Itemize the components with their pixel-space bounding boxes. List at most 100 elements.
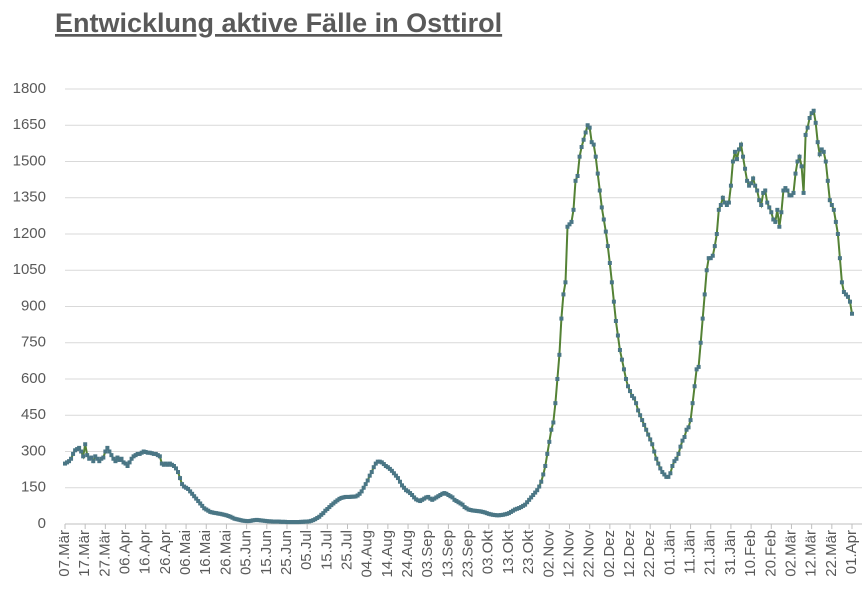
marker xyxy=(456,500,461,505)
marker xyxy=(601,217,606,222)
marker xyxy=(210,510,215,515)
marker xyxy=(811,108,816,113)
marker xyxy=(500,512,505,517)
marker xyxy=(488,512,493,517)
marker xyxy=(557,352,562,357)
marker xyxy=(819,147,824,152)
marker xyxy=(420,497,425,502)
marker xyxy=(722,200,727,205)
marker xyxy=(224,513,229,518)
marker xyxy=(531,493,536,497)
x-tick-label: 12.Dez xyxy=(621,530,638,578)
marker xyxy=(652,449,657,454)
marker xyxy=(831,207,836,212)
marker xyxy=(307,519,312,524)
marker xyxy=(293,520,298,525)
y-tick-label: 150 xyxy=(21,479,46,496)
marker xyxy=(99,456,104,461)
marker xyxy=(551,420,556,425)
marker xyxy=(123,461,128,466)
marker xyxy=(589,140,594,145)
marker xyxy=(486,511,491,516)
marker xyxy=(765,200,770,205)
marker xyxy=(389,468,394,473)
marker xyxy=(674,456,679,461)
marker xyxy=(708,256,713,261)
marker xyxy=(490,512,495,517)
marker xyxy=(206,508,211,513)
marker xyxy=(761,190,766,195)
marker xyxy=(428,496,433,501)
marker xyxy=(448,494,453,499)
marker xyxy=(724,203,729,207)
marker xyxy=(482,510,487,515)
marker xyxy=(585,123,590,128)
marker xyxy=(228,514,233,519)
marker xyxy=(480,509,485,514)
marker xyxy=(436,494,441,499)
marker xyxy=(728,183,733,188)
marker xyxy=(680,438,685,443)
marker xyxy=(97,459,102,464)
marker xyxy=(755,188,760,193)
marker xyxy=(513,507,518,512)
marker xyxy=(599,205,604,210)
marker xyxy=(414,497,419,502)
marker xyxy=(698,340,703,345)
marker xyxy=(571,207,576,212)
x-tick-label: 13.Sep xyxy=(439,530,456,578)
marker xyxy=(395,476,400,481)
marker xyxy=(591,142,596,147)
marker xyxy=(145,450,150,455)
marker xyxy=(111,456,116,461)
marker xyxy=(268,519,273,524)
marker xyxy=(694,367,699,372)
x-tick-label: 25.Jun xyxy=(278,530,295,575)
marker xyxy=(587,125,592,130)
x-tick-label: 13.Okt xyxy=(500,529,517,574)
marker xyxy=(79,449,84,454)
marker xyxy=(682,435,687,439)
marker xyxy=(690,401,695,406)
x-tick-label: 02.Dez xyxy=(601,530,618,578)
marker xyxy=(706,256,711,261)
marker xyxy=(230,515,235,520)
marker xyxy=(672,459,677,464)
marker xyxy=(444,491,449,496)
marker xyxy=(789,193,794,198)
marker xyxy=(113,459,118,464)
marker xyxy=(515,506,520,511)
marker xyxy=(416,498,421,503)
marker xyxy=(284,520,289,525)
marker xyxy=(654,456,659,461)
marker xyxy=(749,181,754,186)
marker xyxy=(664,474,669,479)
marker xyxy=(63,461,67,466)
marker xyxy=(658,466,663,471)
marker xyxy=(373,461,378,466)
marker xyxy=(202,506,207,511)
x-tick-label: 05.Jun xyxy=(238,530,255,575)
marker xyxy=(125,464,130,468)
marker xyxy=(753,183,758,188)
marker xyxy=(720,195,725,200)
marker xyxy=(196,499,201,504)
marker xyxy=(676,451,681,456)
marker xyxy=(325,507,330,512)
marker xyxy=(313,517,318,522)
marker xyxy=(628,389,633,394)
marker xyxy=(81,454,86,459)
y-tick-label: 1500 xyxy=(13,152,46,169)
marker xyxy=(371,465,376,470)
marker xyxy=(301,519,306,524)
marker xyxy=(410,493,415,497)
marker xyxy=(777,224,782,229)
marker xyxy=(105,445,110,450)
marker xyxy=(577,154,582,159)
marker xyxy=(252,518,257,523)
marker xyxy=(404,488,409,493)
marker xyxy=(636,408,641,413)
marker xyxy=(692,384,697,389)
marker xyxy=(825,178,830,183)
marker xyxy=(567,222,572,227)
